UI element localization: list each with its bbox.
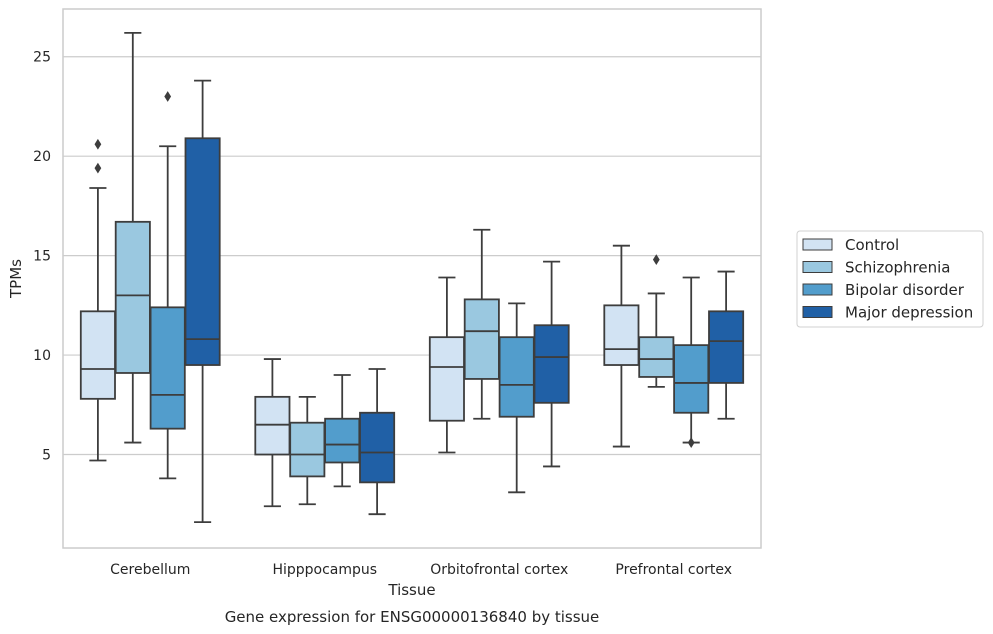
y-tick-label: 20 <box>33 149 51 165</box>
box-iqr <box>708 310 745 384</box>
x-tick-label: Hipppocampus <box>272 562 377 578</box>
box-iqr <box>324 417 361 464</box>
box-iqr <box>673 344 710 414</box>
box-group <box>359 368 396 516</box>
legend-label: Major depression <box>845 304 973 322</box>
box-group <box>428 276 465 454</box>
box-group <box>79 138 116 462</box>
legend-label: Schizophrenia <box>845 259 950 277</box>
y-tick-label: 10 <box>33 348 51 364</box>
outlier-marker <box>94 138 102 150</box>
outlier-marker <box>652 254 660 266</box>
x-tick-label: Prefrontal cortex <box>615 562 732 578</box>
box-iqr <box>533 324 570 404</box>
box-iqr <box>254 395 291 456</box>
box-group <box>638 254 675 388</box>
box-group <box>533 260 570 468</box>
box-group <box>673 276 710 448</box>
outlier-marker <box>94 162 102 174</box>
box-group <box>289 395 326 506</box>
box-group <box>498 302 535 494</box>
box-iqr <box>463 298 500 380</box>
chart-caption: Gene expression for ENSG00000136840 by t… <box>225 608 600 626</box>
outlier-marker <box>687 437 695 448</box>
box-iqr <box>603 304 640 366</box>
box-iqr <box>498 336 535 418</box>
x-axis-ticks: Cerebellum Hipppocampus Orbitofrontal cort… <box>110 562 732 578</box>
x-tick-label: Cerebellum <box>110 562 190 578</box>
y-tick-label: 25 <box>33 50 51 66</box>
legend-swatch <box>802 283 833 296</box>
y-axis-label: TPMs <box>7 259 25 299</box>
legend-swatch <box>802 261 833 273</box>
box-iqr <box>638 336 675 378</box>
y-tick-label: 15 <box>33 249 51 265</box>
box-iqr <box>184 137 221 366</box>
x-axis-label: Tissue <box>387 581 435 599</box>
box-group <box>254 358 291 508</box>
legend: Control Schizophrenia Bipolar disorder Majo… <box>796 230 984 328</box>
legend-frame <box>796 230 984 328</box>
box-iqr <box>114 220 151 374</box>
box-iqr <box>79 310 116 400</box>
outlier-marker <box>164 91 172 102</box>
box-group <box>149 91 186 480</box>
box-group <box>463 228 500 420</box>
legend-swatch <box>802 238 833 251</box>
y-tick-label: 5 <box>42 448 51 464</box>
box-group <box>603 244 640 448</box>
legend-label: Bipolar disorder <box>845 281 965 299</box>
y-axis-ticks: 5 10 15 20 25 <box>33 50 51 464</box>
box-iqr <box>428 336 465 422</box>
x-tick-label: Orbitofrontal cortex <box>430 562 568 578</box>
legend-swatch <box>802 306 833 318</box>
legend-label: Control <box>845 236 899 254</box>
box-iqr <box>359 411 396 484</box>
box-group <box>324 374 361 488</box>
box-group <box>708 270 745 420</box>
box-iqr <box>149 306 186 430</box>
box-iqr <box>289 421 326 478</box>
box-group <box>114 31 151 444</box>
plot-frame <box>62 8 762 549</box>
box-group <box>184 79 221 524</box>
boxes <box>79 31 745 524</box>
